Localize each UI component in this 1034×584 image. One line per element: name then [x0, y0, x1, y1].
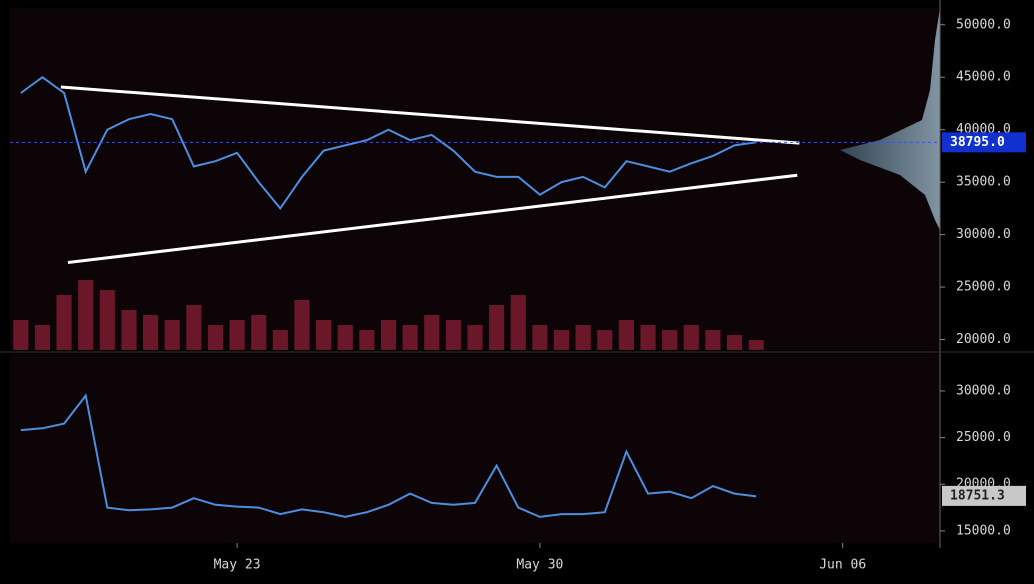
x-tick-label: Jun 06 [819, 558, 866, 573]
y-tick-label: 25000.0 [956, 280, 1011, 295]
volume-bar [337, 325, 353, 350]
volume-bar [316, 320, 332, 350]
y-tick-label: 45000.0 [956, 70, 1011, 85]
trend-line [67, 173, 798, 264]
volume-bar [532, 325, 548, 350]
volume-bar [13, 320, 29, 350]
volume-bar [56, 295, 72, 350]
volume-bar [467, 325, 483, 350]
volume-bar [99, 290, 115, 350]
volume-bar [143, 315, 159, 350]
x-tick-label: May 23 [214, 558, 261, 573]
volume-bar [34, 325, 51, 350]
volume-bar [164, 320, 180, 350]
y-tick-label: 15000.0 [956, 523, 1011, 538]
volume-bar [553, 330, 570, 350]
volume-bar [748, 340, 764, 350]
volume-bar [640, 325, 656, 350]
volume-bar [424, 315, 440, 350]
volume-bar [229, 320, 245, 350]
volume-bar [662, 330, 678, 350]
last-value-box [942, 132, 1026, 153]
x-tick-label: May 30 [516, 558, 563, 573]
volume-bar [575, 325, 591, 350]
last-value-label: 18751.3 [950, 488, 1005, 503]
volume-bar [445, 320, 461, 350]
volume-bar [683, 325, 699, 350]
trend-line [60, 85, 800, 145]
y-tick-label: 20000.0 [956, 332, 1011, 347]
volume-bar [618, 320, 634, 350]
volume-bar [251, 315, 267, 350]
volume-bar [489, 305, 505, 350]
indicator-panel [10, 354, 940, 543]
volume-bar [78, 280, 94, 350]
volume-bar [380, 320, 397, 350]
volume-bar [705, 330, 721, 350]
last-value-label: 38795.0 [950, 135, 1005, 150]
volume-bar [121, 310, 137, 350]
volume-profile [840, 8, 940, 230]
series-line [20, 393, 757, 518]
volume-bar [402, 325, 418, 350]
y-tick-label: 50000.0 [956, 17, 1011, 32]
volume-bar [726, 335, 743, 350]
volume-bar [272, 330, 288, 350]
price-panel [10, 8, 940, 350]
volume-bar [186, 305, 202, 350]
volume-bar [359, 330, 375, 350]
series-line [20, 75, 757, 211]
volume-bar [510, 295, 526, 350]
y-tick-label: 30000.0 [956, 227, 1011, 242]
volume-bar [207, 325, 224, 350]
volume-bar [597, 330, 613, 350]
last-value-box [942, 485, 1026, 506]
y-tick-label: 30000.0 [956, 383, 1011, 398]
volume-bar [294, 300, 310, 350]
y-tick-label: 25000.0 [956, 430, 1011, 445]
y-tick-label: 35000.0 [956, 175, 1011, 190]
